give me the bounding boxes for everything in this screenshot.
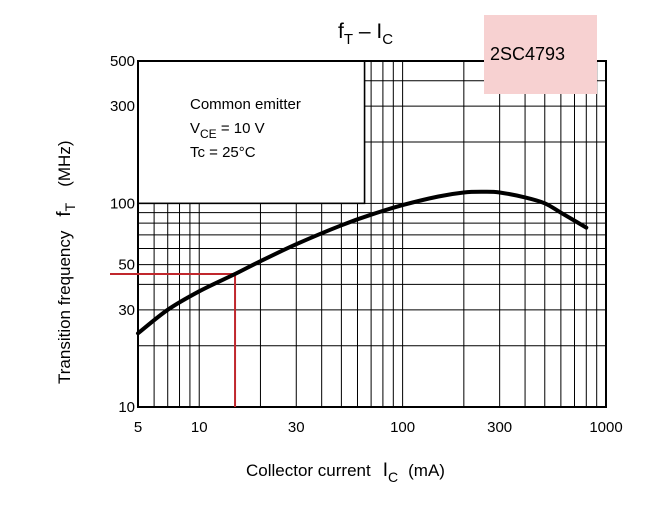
y-axis-label: Transition frequencyfT(MHz)	[54, 141, 78, 385]
y-tick-label: 10	[118, 399, 135, 416]
annotation-line-2: VCE = 10 V	[190, 120, 265, 141]
y-tick-label: 30	[118, 302, 135, 319]
y-tick-label: 50	[118, 257, 135, 274]
series-curve	[136, 189, 589, 336]
x-tick-label: 10	[191, 419, 208, 436]
x-tick-label: 100	[390, 419, 415, 436]
chart-title: fT – IC	[338, 20, 393, 48]
x-tick-labels: 5 10 30 100 300 1000	[134, 419, 623, 436]
part-number-background	[484, 15, 597, 94]
y-tick-labels: 10 30 50 100 300 500	[110, 53, 135, 416]
part-number: 2SC4793	[490, 44, 565, 64]
y-tick-label: 100	[110, 195, 135, 212]
y-tick-label: 300	[110, 98, 135, 115]
annotation-line-1: Common emitter	[190, 96, 301, 113]
x-tick-label: 5	[134, 419, 142, 436]
x-axis-label: Collector current IC (mA)	[246, 460, 445, 485]
y-tick-label: 500	[110, 53, 135, 70]
x-tick-label: 1000	[589, 419, 622, 436]
x-tick-label: 300	[487, 419, 512, 436]
x-tick-label: 30	[288, 419, 305, 436]
annotation-line-3: Tc = 25°C	[190, 144, 256, 161]
marker-lines	[110, 272, 237, 407]
plot-frame	[137, 60, 607, 408]
